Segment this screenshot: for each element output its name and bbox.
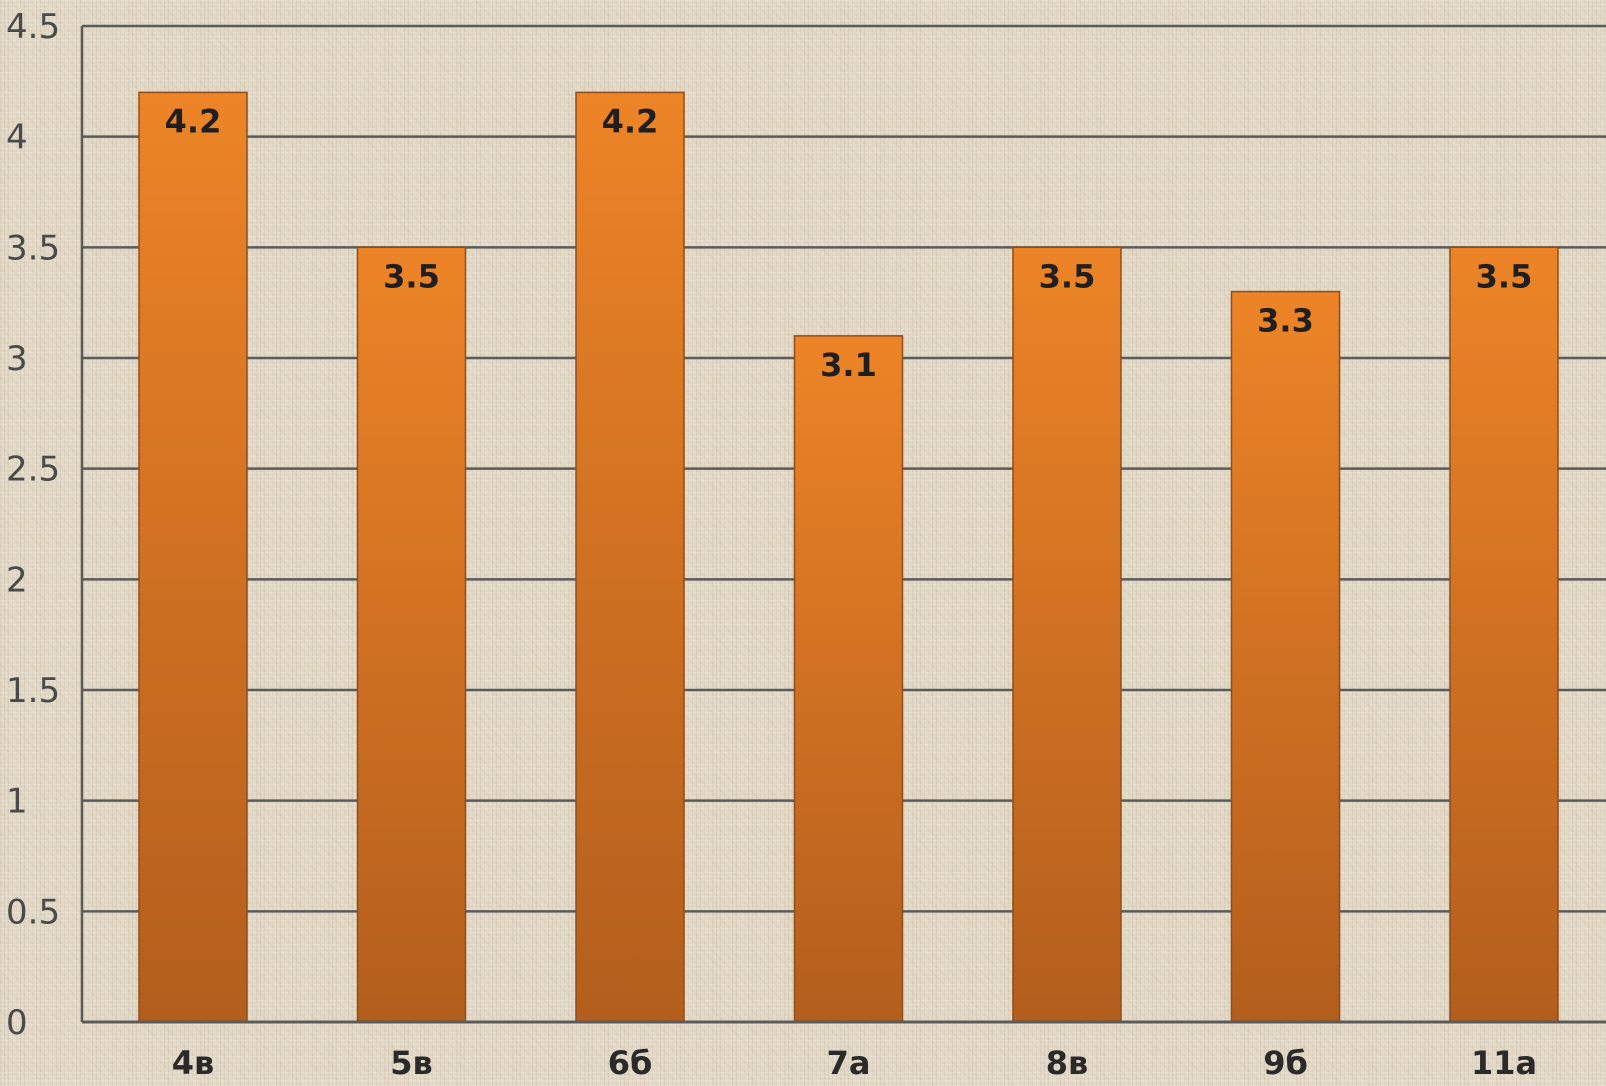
- x-tick-label: 6б: [608, 1044, 653, 1081]
- data-label: 3.5: [1039, 257, 1096, 295]
- data-label: 3.5: [1476, 257, 1533, 295]
- y-tick-label: 2: [6, 560, 28, 600]
- bar-11а: [1449, 246, 1559, 1023]
- y-tick-label: 4.5: [6, 7, 60, 47]
- bar-5в: [356, 246, 467, 1023]
- x-tick-label: 4в: [172, 1044, 215, 1081]
- y-tick-label: 4: [6, 118, 28, 158]
- bar-8в: [1012, 246, 1122, 1023]
- y-tick-label: 1.5: [6, 671, 60, 711]
- bar-4в: [138, 91, 248, 1023]
- data-label: 3.1: [820, 346, 877, 384]
- y-tick-label: 3.5: [6, 228, 60, 268]
- bar-6б: [575, 91, 685, 1023]
- x-tick-label: 11а: [1471, 1044, 1537, 1081]
- y-tick-label: 3: [6, 339, 28, 379]
- y-tick-label: 1: [6, 782, 28, 822]
- data-label: 4.2: [165, 102, 222, 140]
- bars: [138, 91, 1559, 1023]
- data-label: 3.5: [383, 257, 440, 295]
- y-tick-label: 0.5: [6, 892, 60, 932]
- x-tick-label: 9б: [1263, 1044, 1308, 1081]
- bar-9б: [1230, 290, 1341, 1023]
- x-tick-label: 7а: [827, 1044, 871, 1081]
- x-tick-label: 5в: [390, 1044, 433, 1081]
- y-tick-label: 0: [6, 1003, 28, 1043]
- data-label: 3.3: [1257, 302, 1314, 340]
- data-label: 4.2: [602, 102, 659, 140]
- labels: 0 0.5 1 1.5 2 2.5 3 3.5 4 4.5 4.2 4в 3.5 5в 4.2 6б 3.1 7а…: [6, 7, 1537, 1082]
- bar-7а: [793, 335, 904, 1023]
- axes: [80, 26, 1606, 1024]
- x-tick-label: 8в: [1046, 1044, 1089, 1081]
- y-tick-label: 2.5: [6, 450, 60, 490]
